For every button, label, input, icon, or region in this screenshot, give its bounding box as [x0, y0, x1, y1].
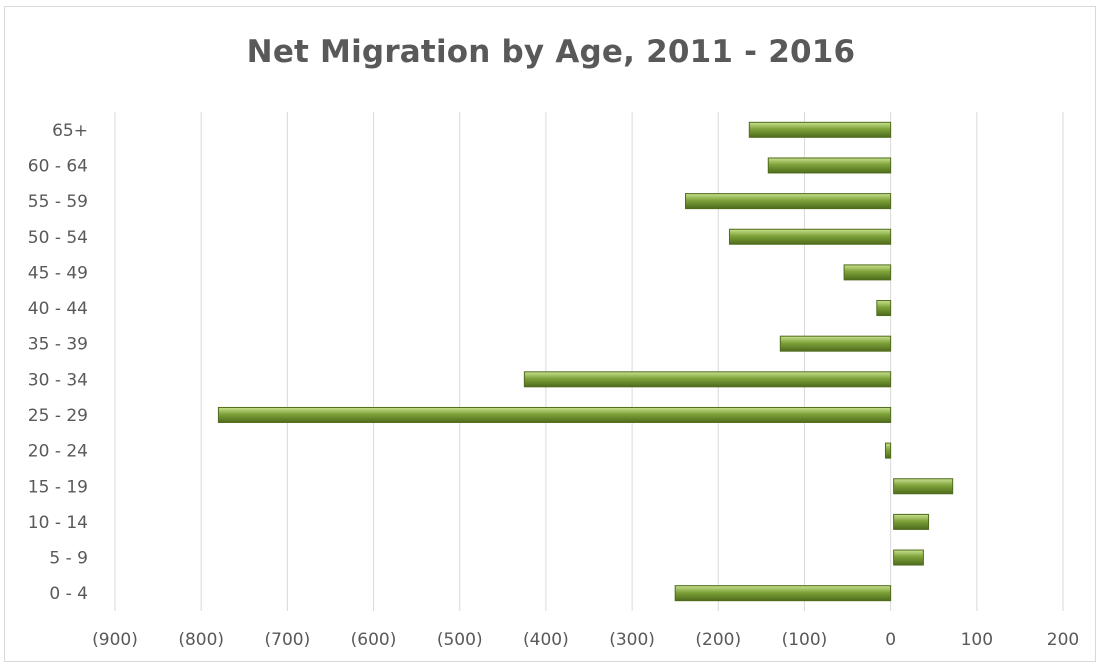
x-tick-label: (800) [178, 630, 224, 650]
bar [893, 513, 930, 530]
category-axis: 0 - 4 5 - 9 10 - 14 15 - 19 20 - 24 25 - 29 30… [28, 121, 88, 604]
x-tick-label: 0 [885, 630, 896, 650]
bar [893, 549, 924, 566]
bar [884, 442, 892, 459]
category-label: 25 - 29 [28, 406, 88, 426]
x-tick-label: (300) [609, 630, 655, 650]
bar [523, 371, 892, 388]
x-tick-label: 200 [1047, 630, 1079, 650]
x-tick-label: (700) [265, 630, 311, 650]
bar [748, 121, 892, 138]
category-label: 50 - 54 [28, 228, 88, 248]
category-label: 55 - 59 [28, 192, 88, 212]
category-label: 60 - 64 [28, 156, 88, 176]
bar [685, 193, 892, 210]
bar [217, 406, 892, 423]
x-tick-label: (200) [695, 630, 741, 650]
x-tick-label: (500) [437, 630, 483, 650]
category-label: 5 - 9 [49, 549, 88, 569]
bar [779, 335, 892, 352]
bar [674, 585, 892, 602]
category-label: 15 - 19 [28, 477, 88, 497]
x-tick-label: (900) [92, 630, 138, 650]
x-tick-label: (100) [782, 630, 828, 650]
x-tick-label: (600) [351, 630, 397, 650]
category-label: 65+ [52, 121, 88, 141]
gridlines [114, 112, 1064, 611]
bar [843, 264, 892, 281]
category-label: 10 - 14 [28, 513, 88, 533]
category-label: 30 - 34 [28, 370, 88, 390]
bar [767, 157, 892, 174]
category-label: 0 - 4 [49, 584, 88, 604]
value-axis: (900) (800) (700) (600) (500) (400) (300) (200)… [92, 630, 1079, 650]
bar [893, 478, 954, 495]
category-label: 20 - 24 [28, 442, 88, 462]
bar [876, 300, 892, 317]
bar [728, 228, 892, 245]
x-tick-label: 100 [961, 630, 993, 650]
category-label: 45 - 49 [28, 263, 88, 283]
category-label: 40 - 44 [28, 299, 88, 319]
x-tick-label: (400) [523, 630, 569, 650]
category-label: 35 - 39 [28, 335, 88, 355]
bars [217, 121, 954, 602]
chart-title: Net Migration by Age, 2011 - 2016 [246, 34, 856, 70]
